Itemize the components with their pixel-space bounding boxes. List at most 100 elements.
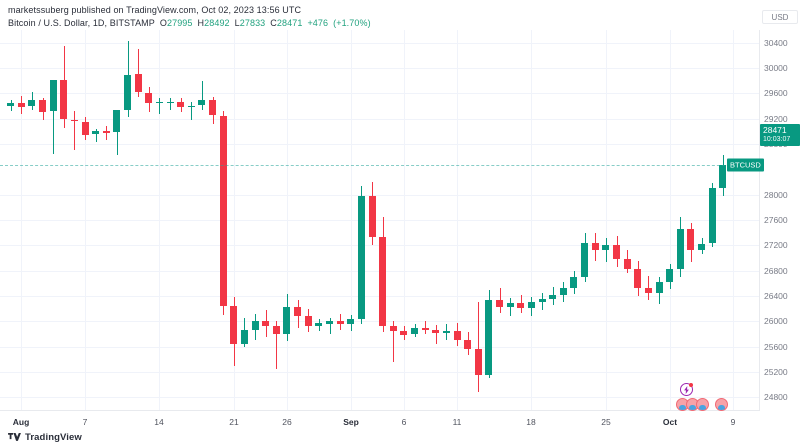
- candle-body: [602, 245, 609, 251]
- grid-line-vertical: [733, 30, 734, 410]
- candle-wick: [510, 297, 511, 317]
- candle-body: [624, 259, 631, 269]
- legend-open-label: O: [159, 18, 167, 28]
- symbol-price-badge: BTCUSD: [727, 158, 764, 172]
- candle-body: [28, 100, 35, 106]
- candle-body: [145, 92, 152, 103]
- candle-body: [560, 287, 567, 295]
- grid-line-horizontal: [0, 144, 759, 145]
- lightning-bolt-icon[interactable]: [680, 383, 693, 396]
- candle-body: [411, 327, 418, 334]
- candle-wick: [393, 321, 394, 363]
- grid-line-horizontal: [0, 43, 759, 44]
- price-tick-label: 26800: [764, 265, 788, 276]
- candle-body: [581, 242, 588, 277]
- candle-body: [188, 106, 195, 108]
- tradingview-wordmark: TradingView: [25, 432, 82, 443]
- candle-wick: [74, 111, 75, 151]
- time-tick-label: 25: [601, 417, 611, 427]
- candle-body: [358, 195, 365, 320]
- grid-line-horizontal: [0, 119, 759, 120]
- candle-wick: [117, 122, 118, 155]
- candle-body: [92, 130, 99, 135]
- grid-line-vertical: [404, 30, 405, 410]
- time-tick-label: Oct: [662, 417, 678, 427]
- candle-body: [220, 115, 227, 306]
- chart-plot-area[interactable]: [0, 30, 760, 410]
- candle-body: [369, 195, 376, 238]
- avatar[interactable]: [715, 398, 728, 411]
- legend-high-value: 28492: [204, 18, 230, 28]
- grid-line-horizontal: [0, 347, 759, 348]
- candle-body: [198, 100, 205, 106]
- price-tick-label: 28000: [764, 189, 788, 200]
- candle-body: [507, 302, 514, 307]
- price-tick-label: 30000: [764, 63, 788, 73]
- candle-body: [592, 242, 599, 251]
- candle-body: [7, 103, 14, 106]
- candle-body: [177, 102, 184, 107]
- candle-body: [113, 110, 120, 132]
- time-tick-label: Aug: [12, 417, 30, 427]
- candle-body: [294, 306, 301, 317]
- grid-line-vertical: [287, 30, 288, 410]
- legend-symbol[interactable]: Bitcoin / U.S. Dollar, 1D, BITSTAMP: [8, 18, 155, 28]
- tradingview-logo[interactable]: TradingView: [8, 432, 82, 443]
- current-price-time: 10:03:07: [763, 135, 791, 143]
- candle-body: [454, 331, 461, 341]
- candle-body: [677, 228, 684, 269]
- candle-body: [390, 325, 397, 331]
- candle-body: [82, 121, 89, 136]
- candle-wick: [425, 320, 426, 334]
- legend-low-value: 27833: [239, 18, 266, 28]
- price-tick-label: 29200: [764, 113, 788, 124]
- avatar[interactable]: [696, 398, 709, 411]
- price-tick-label: 26400: [764, 291, 788, 301]
- candlestick-series: [0, 30, 759, 410]
- candle-wick: [330, 317, 331, 334]
- avatar-group[interactable]: [676, 398, 728, 411]
- candle-body: [39, 100, 46, 112]
- candle-wick: [96, 129, 97, 143]
- time-tick-label: Sep: [343, 417, 359, 427]
- candle-body: [135, 74, 142, 93]
- currency-label: USD: [762, 10, 798, 24]
- price-scale[interactable]: USD 304003000029600292002880028000276002…: [760, 0, 800, 412]
- candle-body: [634, 268, 641, 288]
- grid-line-vertical: [85, 30, 86, 410]
- candle-wick: [276, 320, 277, 369]
- candle-body: [18, 103, 25, 108]
- candle-body: [570, 277, 577, 288]
- time-tick-label: 18: [526, 417, 536, 427]
- current-price-line: [0, 164, 759, 166]
- candle-body: [517, 302, 524, 309]
- grid-line-vertical: [159, 30, 160, 410]
- tradingview-mark-icon: [8, 432, 21, 441]
- candle-body: [71, 119, 78, 122]
- grid-line-horizontal: [0, 220, 759, 221]
- grid-line-vertical: [670, 30, 671, 410]
- current-price-badge: 28471 10:03:07: [760, 123, 800, 146]
- candle-body: [432, 330, 439, 334]
- candle-body: [103, 131, 110, 133]
- candle-body: [528, 301, 535, 309]
- candle-wick: [202, 80, 203, 111]
- legend-low-label: L: [234, 18, 240, 28]
- candle-body: [645, 287, 652, 294]
- grid-line-vertical: [234, 30, 235, 410]
- notification-dot: [689, 383, 693, 387]
- candle-body: [209, 100, 216, 116]
- legend-change: +476: [307, 18, 329, 28]
- price-tick-label: 30400: [764, 37, 788, 48]
- legend-high-label: H: [197, 18, 205, 28]
- time-tick-label: 26: [282, 417, 292, 427]
- candle-body: [443, 331, 450, 334]
- candle-wick: [436, 324, 437, 345]
- candle-body: [549, 294, 556, 299]
- candle-body: [496, 299, 503, 307]
- time-scale[interactable]: Aug 7 14 21 26 Sep 6 11 18 25 Oct 9: [0, 410, 760, 432]
- grid-line-vertical: [457, 30, 458, 410]
- attribution-text: marketssuberg published on TradingView.c…: [8, 5, 302, 15]
- price-tick-label: 24800: [764, 392, 788, 403]
